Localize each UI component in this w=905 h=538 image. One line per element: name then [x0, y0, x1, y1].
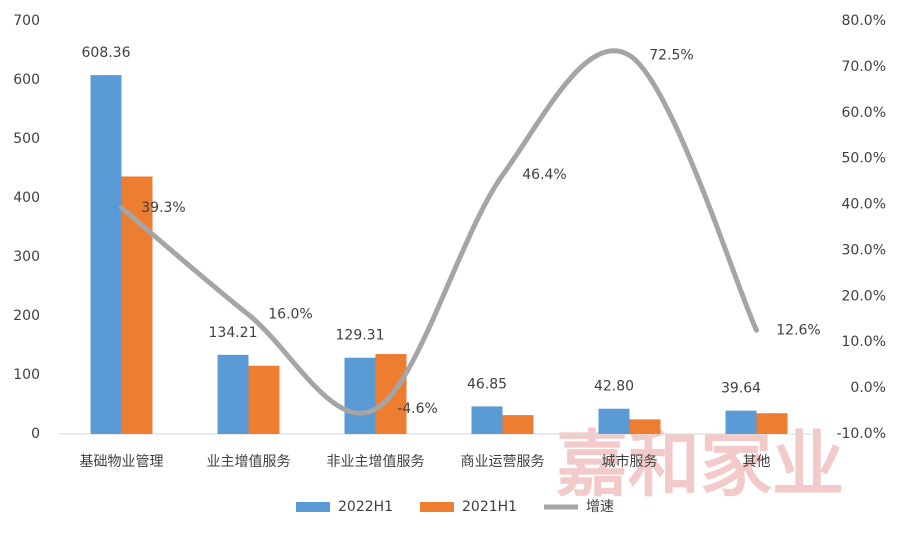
- y-tick-label: 600: [13, 72, 40, 88]
- x-tick-label: 其他: [743, 454, 771, 470]
- y2-tick-label: 50.0%: [842, 151, 886, 167]
- y2-tick-label: 80.0%: [842, 13, 886, 29]
- line: [119, 48, 759, 416]
- data-label: 129.31: [336, 328, 385, 344]
- y-tick-label: 300: [13, 249, 40, 265]
- y-tick-label: 400: [13, 190, 40, 206]
- line-label: -4.6%: [397, 401, 438, 417]
- y2-tick-label: 30.0%: [842, 242, 886, 258]
- line-label: 72.5%: [649, 47, 693, 63]
- y2-tick-label: 40.0%: [842, 197, 886, 213]
- bar: [217, 354, 249, 434]
- y2-tick-label: 70.0%: [842, 59, 886, 75]
- legend-label: 2021H1: [462, 499, 517, 515]
- bar: [471, 406, 503, 434]
- legend-swatch: [420, 502, 454, 512]
- line-label: 46.4%: [522, 167, 566, 183]
- data-label: 134.21: [209, 325, 258, 341]
- data-label: 608.36: [82, 45, 131, 61]
- y2-tick-label: 10.0%: [842, 334, 886, 350]
- bar: [90, 75, 122, 434]
- bar: [629, 419, 661, 434]
- y2-tick-label: 60.0%: [842, 105, 886, 121]
- x-tick-label: 商业运营服务: [461, 454, 545, 470]
- data-label: 46.85: [467, 376, 507, 392]
- bar: [598, 408, 630, 434]
- x-tick-label: 非业主增值服务: [327, 454, 425, 470]
- data-label: 39.64: [721, 381, 761, 397]
- legend-label: 增速: [586, 499, 614, 515]
- watermark: 嘉和家业: [556, 423, 844, 507]
- bar: [725, 410, 757, 434]
- bar: [502, 415, 534, 434]
- y-tick-label: 500: [13, 131, 40, 147]
- y-tick-label: 100: [13, 367, 40, 383]
- y-tick-label: 700: [13, 13, 40, 29]
- data-label: 42.80: [594, 379, 634, 395]
- legend-swatch: [296, 502, 330, 512]
- y-tick-label: 200: [13, 308, 40, 324]
- line-label: 12.6%: [776, 322, 820, 338]
- x-tick-label: 城市服务: [602, 453, 658, 470]
- legend-label: 2022H1: [338, 499, 393, 515]
- y2-tick-label: -10.0%: [836, 426, 886, 442]
- line-label: 16.0%: [268, 307, 312, 323]
- bar: [756, 413, 788, 434]
- y2-tick-label: 20.0%: [842, 288, 886, 304]
- bar: [248, 365, 280, 434]
- line-label: 39.3%: [141, 200, 185, 216]
- x-tick-label: 业主增值服务: [207, 454, 291, 470]
- bar: [344, 357, 376, 434]
- x-tick-label: 基础物业管理: [80, 453, 164, 470]
- y2-tick-label: 0.0%: [850, 380, 886, 396]
- y-tick-label: 0: [31, 426, 40, 442]
